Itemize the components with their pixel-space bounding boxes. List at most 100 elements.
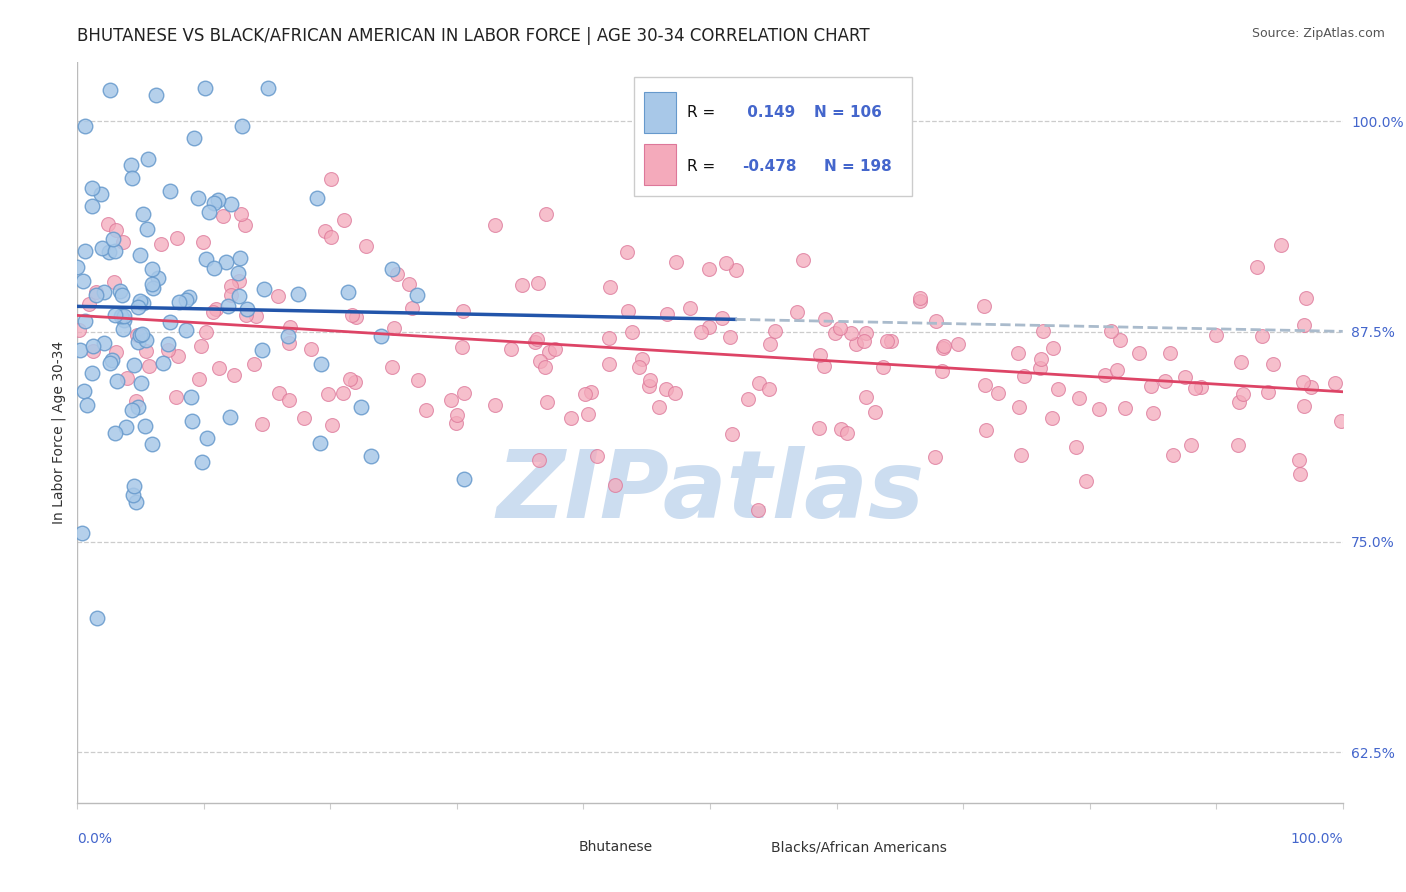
Text: R =: R =: [688, 105, 720, 120]
Point: [73, 119, 96, 133]
Point: [121, 403, 143, 417]
Point: [105, 222, 128, 236]
Point: [278, 336, 301, 351]
Point: [159, 315, 181, 329]
Point: [318, 387, 340, 401]
Point: [1014, 369, 1036, 384]
Point: [655, 307, 678, 321]
Point: [141, 277, 163, 291]
Point: [973, 299, 995, 313]
Point: [855, 390, 877, 404]
Point: [1246, 260, 1268, 274]
Point: [332, 213, 354, 227]
Point: [70, 526, 93, 541]
Text: R =: R =: [688, 159, 720, 174]
Point: [621, 325, 644, 339]
Point: [90, 186, 112, 201]
Point: [129, 376, 152, 390]
Point: [245, 310, 267, 324]
Text: 100.0%: 100.0%: [1291, 832, 1343, 847]
Point: [1010, 448, 1032, 462]
Point: [166, 231, 188, 245]
Point: [121, 171, 143, 186]
Point: [1230, 355, 1253, 369]
Point: [212, 209, 235, 223]
Point: [131, 207, 153, 221]
Point: [191, 455, 214, 469]
Point: [360, 450, 382, 464]
Point: [1042, 342, 1064, 356]
Point: [1114, 401, 1136, 415]
Point: [108, 284, 131, 298]
Point: [197, 431, 219, 445]
Point: [80, 367, 103, 381]
Point: [76, 398, 98, 412]
Point: [136, 222, 159, 236]
Point: [339, 372, 361, 386]
Point: [605, 478, 627, 492]
Point: [201, 304, 224, 318]
Point: [174, 293, 197, 307]
Point: [208, 361, 231, 376]
Point: [253, 282, 276, 296]
Point: [763, 324, 786, 338]
Point: [872, 359, 894, 374]
Point: [69, 343, 91, 357]
Text: N = 198: N = 198: [824, 159, 891, 174]
Point: [125, 394, 148, 409]
Point: [450, 340, 472, 354]
Point: [127, 401, 149, 415]
Text: Blacks/African Americans: Blacks/African Americans: [770, 840, 946, 855]
Point: [1227, 437, 1250, 451]
Point: [1174, 369, 1197, 384]
Point: [97, 217, 120, 231]
Point: [98, 356, 121, 370]
Point: [141, 436, 163, 450]
Point: [214, 255, 236, 269]
Point: [314, 224, 336, 238]
Point: [194, 252, 217, 266]
Point: [737, 392, 759, 406]
Point: [599, 280, 621, 294]
Point: [135, 333, 157, 347]
FancyBboxPatch shape: [546, 840, 574, 856]
Point: [924, 450, 946, 464]
Point: [188, 372, 211, 386]
Point: [830, 422, 852, 436]
Point: [786, 305, 808, 319]
Point: [235, 308, 257, 322]
Point: [974, 378, 997, 392]
Point: [1159, 346, 1181, 360]
Text: Bhutanese: Bhutanese: [578, 840, 652, 855]
Point: [724, 263, 747, 277]
Point: [699, 261, 721, 276]
Point: [267, 289, 290, 303]
Point: [1295, 291, 1317, 305]
Point: [855, 326, 877, 341]
Point: [236, 302, 259, 317]
Point: [697, 320, 720, 334]
Point: [690, 325, 713, 339]
Point: [114, 313, 136, 327]
Point: [127, 328, 149, 343]
Point: [499, 342, 522, 356]
Point: [1288, 453, 1310, 467]
Point: [332, 386, 354, 401]
Point: [73, 244, 96, 258]
Point: [337, 285, 360, 299]
Point: [1232, 387, 1254, 401]
Point: [1263, 357, 1285, 371]
Point: [664, 386, 686, 401]
Point: [1069, 391, 1091, 405]
Point: [194, 325, 217, 339]
Y-axis label: In Labor Force | Age 30-34: In Labor Force | Age 30-34: [52, 341, 66, 524]
Point: [142, 281, 165, 295]
Point: [319, 172, 342, 186]
Point: [354, 239, 377, 253]
Point: [84, 288, 107, 302]
Point: [1294, 399, 1316, 413]
Point: [1128, 346, 1150, 360]
Point: [129, 293, 152, 308]
Point: [115, 420, 138, 434]
Point: [136, 153, 159, 167]
